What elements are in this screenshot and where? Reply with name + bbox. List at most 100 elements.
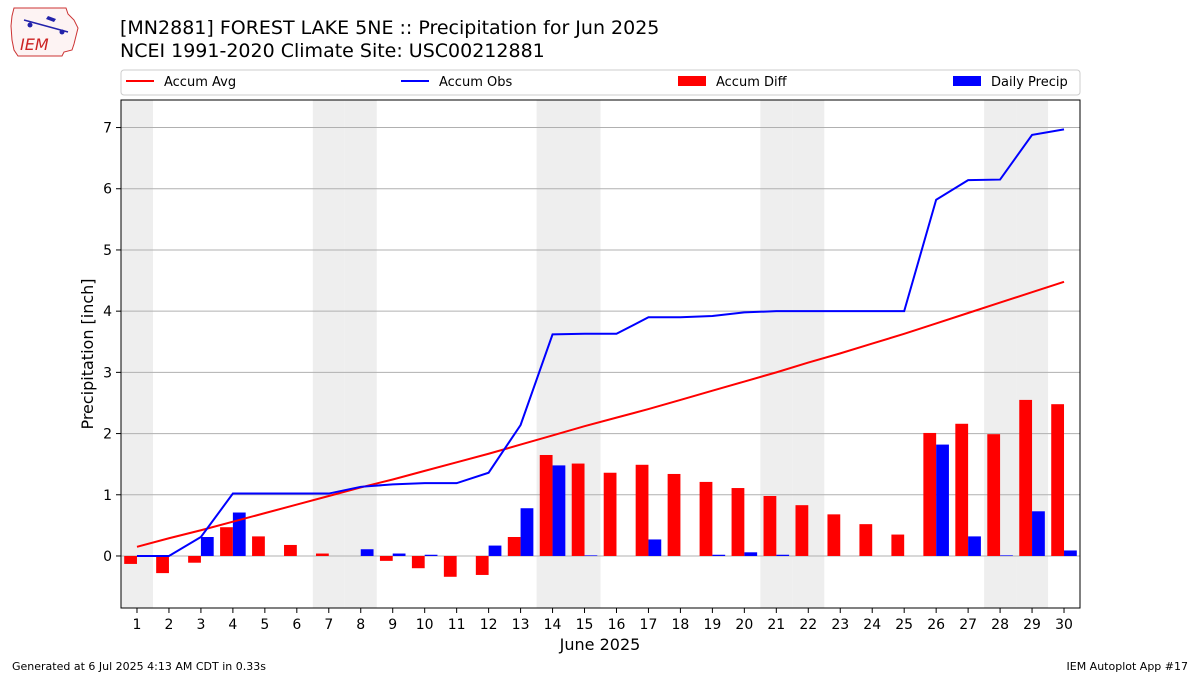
weekend-band-1	[121, 100, 153, 608]
x-tick-label-21: 21	[767, 617, 785, 633]
accum-diff-bar-27	[955, 423, 969, 556]
accum-diff-bar-21	[763, 495, 777, 556]
daily-precip-bar-4	[232, 512, 246, 556]
legend-label-accum-avg: Accum Avg	[164, 75, 236, 90]
daily-precip-bars	[200, 444, 1077, 556]
legend-box	[120, 69, 1081, 96]
daily-precip-bar-20	[744, 552, 758, 556]
accum-diff-bar-17	[635, 464, 649, 556]
accum-diff-bar-30	[1051, 404, 1065, 556]
accum-diff-bar-22	[795, 505, 809, 556]
x-tick-label-1: 1	[133, 617, 142, 633]
accum-diff-bar-7	[315, 553, 329, 556]
accum-avg-line	[136, 280, 1065, 548]
accum-lines	[136, 128, 1065, 557]
accum-diff-bars	[124, 399, 1065, 577]
daily-precip-bar-30	[1064, 550, 1077, 556]
x-tick-label-18: 18	[672, 617, 690, 633]
daily-precip-bar-9	[392, 553, 406, 556]
plot-frame	[120, 99, 1081, 609]
x-tick-label-15: 15	[576, 617, 594, 633]
x-tick-label-5: 5	[260, 617, 269, 633]
x-tick-label-28: 28	[991, 617, 1009, 633]
x-tick-label-29: 29	[1023, 617, 1041, 633]
x-tick-label-2: 2	[164, 617, 173, 633]
weekend-band-7	[312, 100, 345, 608]
x-tick-label-7: 7	[324, 617, 333, 633]
legend-swatch-daily-precip	[953, 76, 981, 86]
accum-diff-bar-28	[987, 434, 1001, 556]
app-credit: IEM Autoplot App #17	[1066, 660, 1189, 673]
y-tick-label-6: 6	[103, 182, 112, 198]
accum-diff-bar-23	[827, 514, 841, 556]
accum-diff-bar-12	[475, 555, 489, 575]
y-axis-label: Precipitation [inch]	[78, 278, 97, 429]
x-tick-label-3: 3	[196, 617, 205, 633]
daily-precip-bar-10	[424, 554, 438, 556]
daily-precip-bar-21	[776, 554, 790, 556]
accum-diff-bar-2	[156, 555, 169, 574]
chart-subtitle: NCEI 1991-2020 Climate Site: USC00212881	[120, 40, 545, 62]
daily-precip-bar-26	[936, 444, 949, 556]
accum-diff-bar-3	[188, 555, 201, 563]
daily-precip-bar-8	[360, 549, 374, 556]
x-tick-label-13: 13	[512, 617, 530, 633]
chart-title: [MN2881] FOREST LAKE 5NE :: Precipitatio…	[120, 17, 660, 39]
x-tick-label-14: 14	[544, 617, 562, 633]
accum-diff-bar-11	[443, 555, 457, 577]
daily-precip-bar-13	[520, 508, 534, 556]
y-tick-label-2: 2	[103, 427, 112, 443]
accum-diff-bar-4	[220, 527, 233, 556]
y-tick-label-4: 4	[103, 304, 112, 320]
accum-diff-bar-26	[923, 432, 937, 556]
daily-precip-bar-29	[1032, 511, 1045, 556]
generated-timestamp: Generated at 6 Jul 2025 4:13 AM CDT in 0…	[12, 660, 266, 673]
accum-diff-bar-14	[539, 454, 553, 556]
accum-diff-bar-5	[252, 536, 265, 556]
accum-diff-bar-10	[411, 555, 425, 569]
accum-diff-bar-25	[891, 534, 905, 556]
legend-label-accum-diff: Accum Diff	[716, 75, 788, 90]
x-tick-label-11: 11	[448, 617, 466, 633]
daily-precip-bar-17	[648, 539, 662, 556]
legend-label-daily-precip: Daily Precip	[991, 75, 1068, 90]
x-tick-label-26: 26	[927, 617, 945, 633]
legend-label-accum-obs: Accum Obs	[439, 75, 512, 90]
daily-precip-bar-3	[200, 537, 214, 556]
gridlines	[121, 127, 1080, 557]
daily-precip-bar-14	[552, 465, 566, 556]
accum-diff-bar-19	[699, 481, 713, 556]
accum-diff-bar-24	[859, 524, 873, 556]
accum-diff-bar-9	[379, 555, 393, 561]
x-tick-label-25: 25	[895, 617, 913, 633]
x-tick-label-12: 12	[480, 617, 498, 633]
iem-logo: IEM	[8, 6, 82, 62]
x-tick-label-10: 10	[416, 617, 434, 633]
x-tick-label-8: 8	[356, 617, 365, 633]
legend-swatch-accum-diff	[678, 76, 706, 86]
x-tick-label-19: 19	[703, 617, 721, 633]
accum-diff-bar-1	[124, 555, 137, 564]
daily-precip-bar-19	[712, 554, 726, 556]
weekend-band-8	[344, 100, 377, 608]
x-tick-label-23: 23	[831, 617, 849, 633]
accum-diff-bar-18	[667, 473, 681, 556]
y-tick-label-7: 7	[103, 121, 112, 137]
accum-diff-bar-15	[571, 463, 585, 556]
daily-precip-bar-28	[1000, 555, 1013, 556]
accum-obs-line	[136, 128, 1065, 557]
y-tick-label-0: 0	[103, 549, 112, 565]
x-tick-label-24: 24	[863, 617, 881, 633]
legend: Accum Avg Accum Obs Accum Diff Daily Precip	[120, 69, 1081, 96]
logo-text: IEM	[20, 35, 49, 54]
daily-precip-bar-15	[584, 555, 598, 556]
accum-diff-bar-29	[1019, 399, 1033, 556]
daily-precip-bar-27	[968, 536, 981, 556]
y-tick-label-1: 1	[103, 488, 112, 504]
y-tick-label-5: 5	[103, 243, 112, 259]
x-tick-label-6: 6	[292, 617, 301, 633]
x-tick-label-20: 20	[735, 617, 753, 633]
accum-diff-bar-6	[284, 544, 297, 556]
